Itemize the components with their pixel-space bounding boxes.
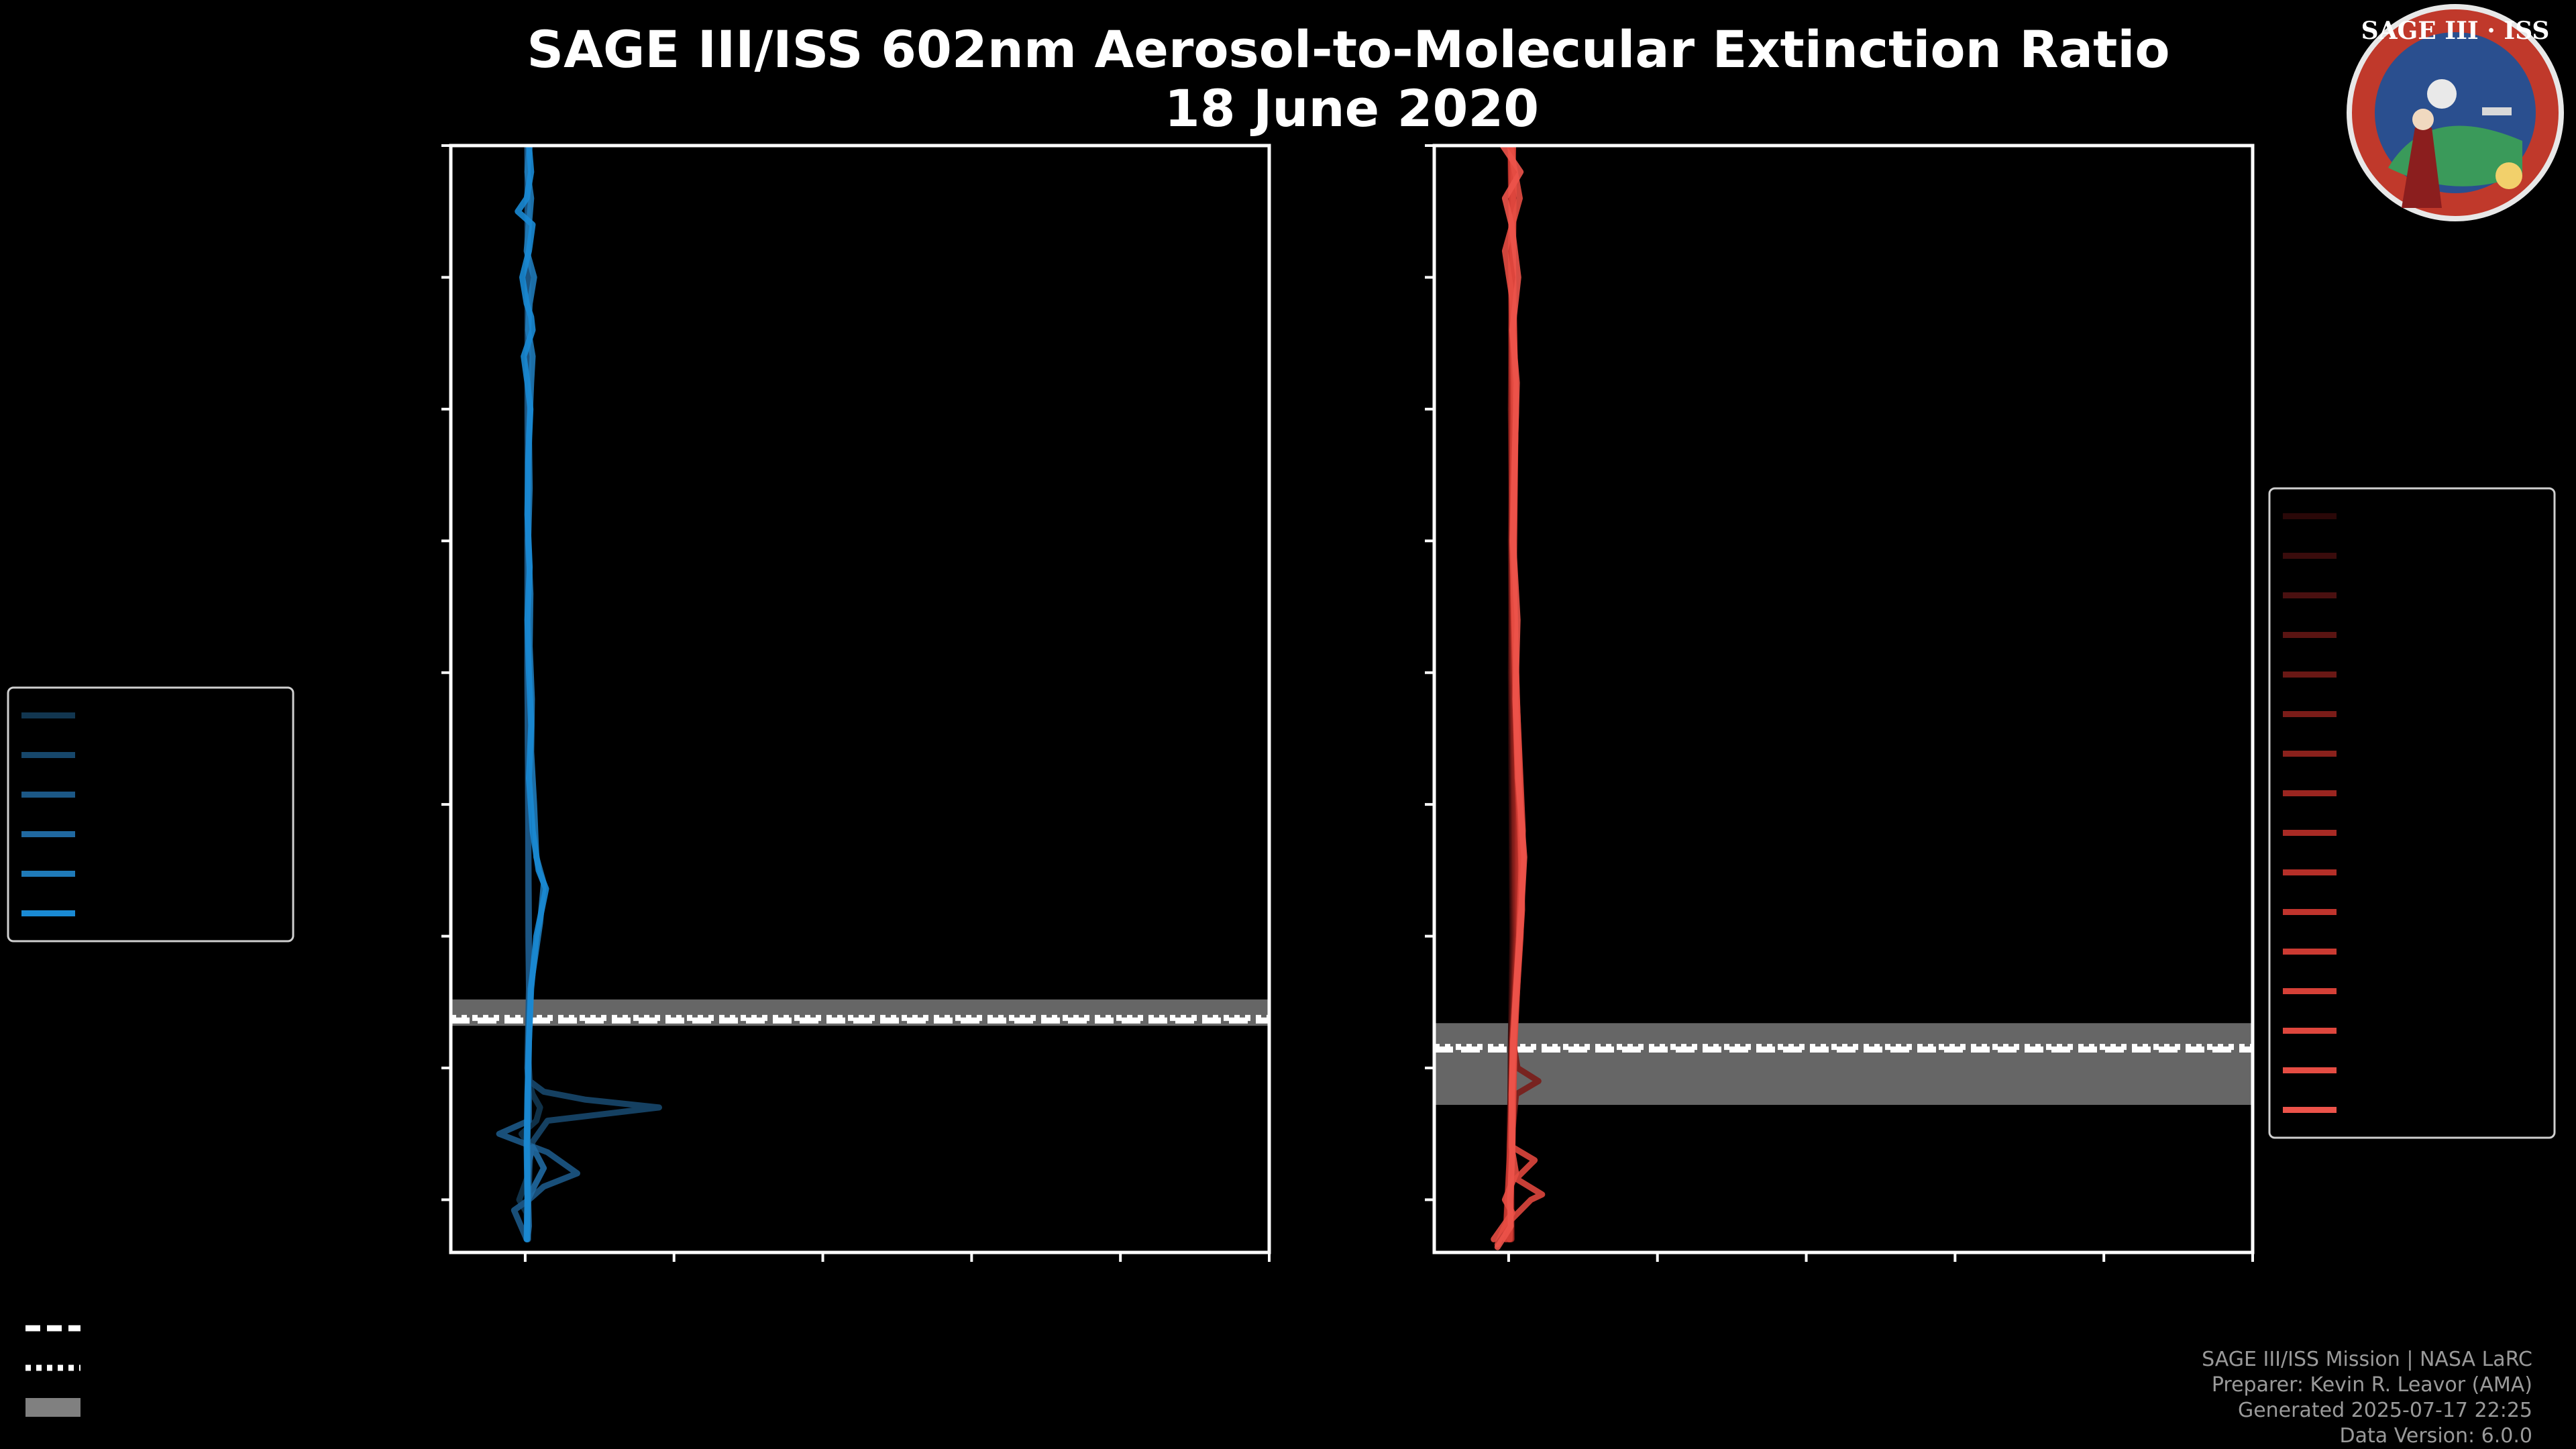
series-line-2020061831SS bbox=[1494, 146, 1527, 1250]
series-group bbox=[1491, 146, 1546, 1250]
logo-label: SAGE III · ISS bbox=[2361, 17, 2550, 45]
tropopause-range-band bbox=[1434, 1023, 2253, 1105]
series-line-2020061820SR bbox=[515, 146, 549, 1242]
figure-title: SAGE III/ISS 602nm Aerosol-to-Molecular … bbox=[527, 19, 2169, 79]
series-group bbox=[496, 146, 662, 1242]
credits-block: SAGE III/ISS Mission | NASA LaRC Prepare… bbox=[2202, 1348, 2532, 1448]
sunrise-legend bbox=[7, 686, 294, 943]
astronomer-head-icon bbox=[2412, 109, 2434, 130]
sunrise-panel bbox=[441, 144, 1271, 1262]
iss-icon bbox=[2482, 107, 2512, 115]
legend-frame bbox=[7, 686, 294, 943]
series-line-2020061812SR bbox=[496, 146, 580, 1242]
sunset-panel bbox=[1425, 144, 2255, 1262]
tropopause-legend bbox=[25, 1325, 80, 1417]
credit-line-3: Generated 2025-07-17 22:25 bbox=[2238, 1399, 2532, 1422]
sunset-legend bbox=[2268, 487, 2556, 1139]
credit-line-4: Data Version: 6.0.0 bbox=[2340, 1424, 2532, 1448]
legend-swatch-patch bbox=[25, 1398, 80, 1417]
credit-line-2: Preparer: Kevin R. Leavor (AMA) bbox=[2212, 1373, 2532, 1397]
sun-icon bbox=[2496, 162, 2522, 189]
astronomer-figure-icon bbox=[2402, 127, 2442, 208]
credit-line-1: SAGE III/ISS Mission | NASA LaRC bbox=[2202, 1348, 2532, 1371]
plot-frame bbox=[449, 144, 1271, 1254]
series-line-2020061810SR bbox=[524, 146, 662, 1242]
plot-frame bbox=[1432, 144, 2255, 1254]
legend-frame bbox=[2268, 487, 2556, 1139]
mission-logo: SAGE III · ISS bbox=[2347, 4, 2564, 221]
figure-date: 18 June 2020 bbox=[1165, 78, 1539, 138]
moon-icon bbox=[2427, 79, 2457, 109]
